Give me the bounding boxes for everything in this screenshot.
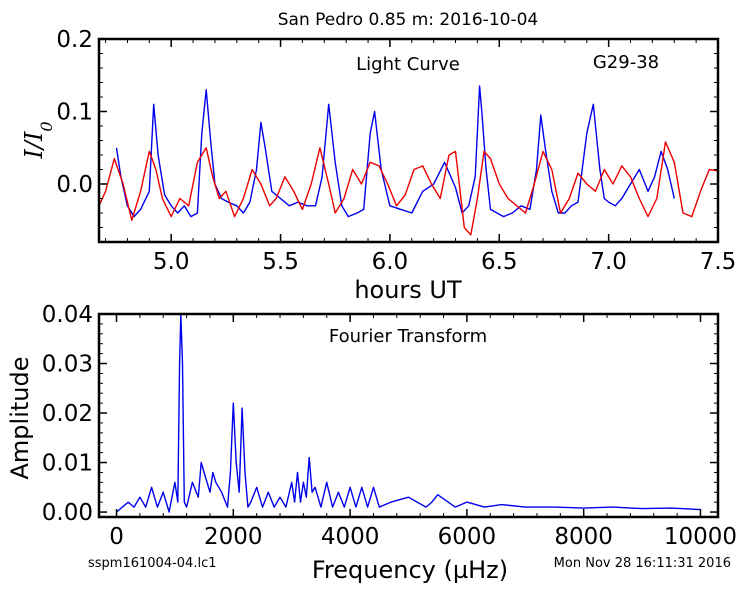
ft-xtick-label: 2000	[204, 524, 263, 550]
lc-xtick-label: 5.0	[153, 249, 190, 275]
lc-xtick-label: 7.0	[590, 249, 627, 275]
lc-xtick-label: 5.5	[262, 249, 299, 275]
ft-ytick-label: 0.00	[42, 500, 93, 526]
ft-xtick-label: 4000	[321, 524, 380, 550]
ft-ytick-label: 0.03	[42, 352, 93, 378]
lc-xtick-label: 6.0	[372, 249, 409, 275]
ft-frame	[97, 312, 720, 519]
ft-series-amplitude	[116, 314, 701, 513]
ft-ytick-label: 0.02	[42, 401, 93, 427]
lc-series-model	[99, 141, 718, 236]
lc-xtick-label: 6.5	[481, 249, 518, 275]
ft-ylabel: Amplitude	[6, 357, 34, 480]
lc-ytick-label: 0.1	[56, 100, 93, 126]
lc-series-data	[115, 85, 675, 218]
lc-xtick-label: 7.5	[700, 249, 737, 275]
ft-xlabel: Frequency (µHz)	[312, 556, 508, 584]
lc-ytick-label: 0.2	[56, 27, 93, 53]
ft-xtick-label: 6000	[438, 524, 497, 550]
lc-ticks: 5.0 5.5 6.0 6.5 7.0 7.5 0.0 0.1 0.2	[56, 27, 736, 275]
fourier-panel: 0 2000 4000 6000 8000 10000 0.00 0.01 0.02 0.03 0.…	[6, 302, 737, 584]
light-curve-panel: 5.0 5.5 6.0 6.5 7.0 7.50.00.10.2 Light Curve …	[20, 27, 736, 304]
figure-title: San Pedro 0.85 m: 2016-10-04	[278, 10, 538, 30]
lc-ylabel: I/I0	[20, 121, 56, 159]
file-label: sspm161004-04.lc1	[88, 556, 216, 571]
lc-annotation: Light Curve	[356, 54, 460, 75]
ft-ytick-label: 0.04	[42, 302, 93, 328]
lc-object-label: G29-38	[593, 52, 659, 73]
ft-annotation: Fourier Transform	[329, 326, 487, 347]
lc-plot-area	[99, 85, 718, 236]
ft-ticks: 0 2000 4000 6000 8000 10000 0.00 0.01 0.02 0.03 0.…	[42, 302, 737, 550]
ft-plot-area	[116, 314, 701, 513]
lc-ytick-label: 0.0	[56, 172, 93, 198]
ft-ytick-label: 0.01	[42, 451, 93, 477]
ft-xtick-label: 8000	[554, 524, 613, 550]
ft-xtick-label: 10000	[664, 524, 737, 550]
ft-xtick-label: 0	[109, 524, 124, 550]
lc-xlabel: hours UT	[354, 276, 462, 304]
timestamp-label: Mon Nov 28 16:11:31 2016	[554, 556, 731, 571]
